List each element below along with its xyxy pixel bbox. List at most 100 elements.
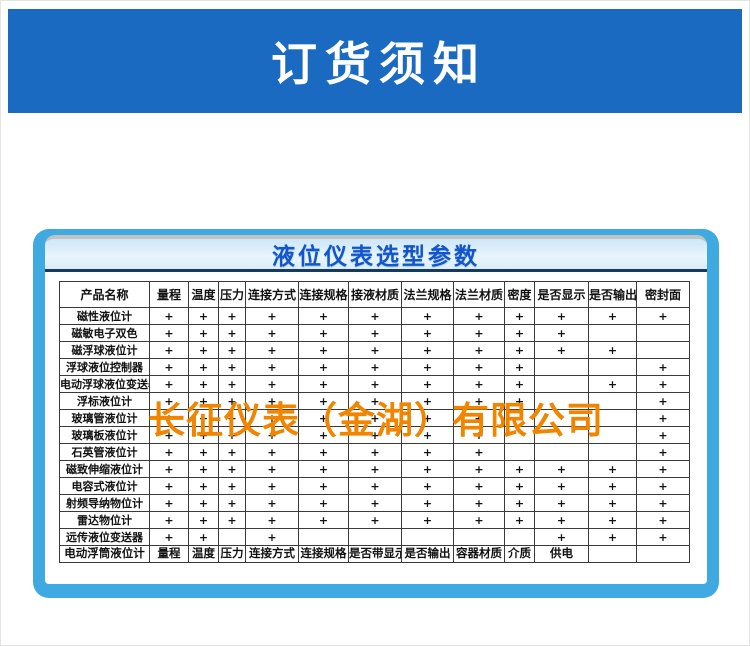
product-name-cell: 玻璃板液位计 bbox=[59, 426, 150, 444]
product-name-cell: 浮球液位控制器 bbox=[59, 358, 150, 376]
plus-cell: + bbox=[188, 392, 219, 410]
header-cell: 密封面 bbox=[636, 281, 690, 308]
table-row: 玻璃管液位计 + + + + + + + + + bbox=[59, 409, 690, 427]
plus-cell: + bbox=[636, 409, 690, 427]
plus-cell: + bbox=[401, 307, 454, 325]
header-cell: 是否显示 bbox=[534, 281, 589, 308]
plus-cell: + bbox=[636, 443, 690, 461]
plus-cell: + bbox=[149, 511, 189, 529]
plus-cell: + bbox=[245, 460, 299, 478]
plus-cell: + bbox=[504, 375, 535, 393]
empty-cell bbox=[534, 426, 589, 444]
plus-cell: + bbox=[298, 494, 349, 512]
plus-cell: + bbox=[504, 307, 535, 325]
label-cell: 容器材质 bbox=[453, 545, 505, 563]
plus-cell: + bbox=[348, 443, 402, 461]
plus-cell: + bbox=[149, 409, 189, 427]
plus-cell: + bbox=[534, 511, 589, 529]
panel-title: 液位仪表选型参数 bbox=[272, 244, 480, 270]
table-row: 浮标液位计 + + + + + + + + + + bbox=[59, 392, 690, 410]
plus-cell: + bbox=[453, 494, 505, 512]
plus-cell: + bbox=[636, 460, 690, 478]
plus-cell: + bbox=[588, 511, 637, 529]
plus-cell: + bbox=[348, 460, 402, 478]
plus-cell: + bbox=[348, 358, 402, 376]
plus-cell: + bbox=[453, 392, 505, 410]
plus-cell: + bbox=[218, 494, 246, 512]
plus-cell: + bbox=[504, 324, 535, 342]
empty-cell bbox=[588, 324, 637, 342]
plus-cell: + bbox=[401, 460, 454, 478]
panel-titlebar: 液位仪表选型参数 bbox=[45, 239, 707, 272]
special-table-row: 电动浮筒液位计 量程 温度 压力 连接方式 连接规格 是否带显示 是否输出 容器材质 介质 供电 bbox=[59, 545, 690, 563]
plus-cell: + bbox=[188, 341, 219, 359]
plus-cell: + bbox=[504, 358, 535, 376]
plus-cell: + bbox=[504, 341, 535, 359]
plus-cell: + bbox=[534, 460, 589, 478]
plus-cell: + bbox=[298, 341, 349, 359]
empty-cell bbox=[588, 443, 637, 461]
plus-cell: + bbox=[149, 460, 189, 478]
plus-cell: + bbox=[298, 477, 349, 495]
plus-cell: + bbox=[401, 494, 454, 512]
plus-cell: + bbox=[218, 426, 246, 444]
header-product-name: 产品名称 bbox=[59, 281, 150, 308]
empty-cell bbox=[298, 528, 349, 546]
plus-cell: + bbox=[298, 375, 349, 393]
plus-cell: + bbox=[298, 443, 349, 461]
plus-cell: + bbox=[188, 358, 219, 376]
plus-cell: + bbox=[588, 528, 637, 546]
header-cell: 法兰规格 bbox=[401, 281, 454, 308]
plus-cell: + bbox=[401, 426, 454, 444]
header-cell: 连接规格 bbox=[298, 281, 349, 308]
plus-cell: + bbox=[188, 426, 219, 444]
plus-cell: + bbox=[348, 307, 402, 325]
empty-cell bbox=[588, 392, 637, 410]
plus-cell: + bbox=[298, 358, 349, 376]
table-row: 电容式液位计 + + + + + + + + + + + + bbox=[59, 477, 690, 495]
empty-cell bbox=[348, 528, 402, 546]
plus-cell: + bbox=[348, 341, 402, 359]
empty-cell bbox=[504, 409, 535, 427]
empty-cell bbox=[534, 358, 589, 376]
plus-cell: + bbox=[188, 375, 219, 393]
plus-cell: + bbox=[401, 324, 454, 342]
table-row: 雷达物位计 + + + + + + + + + + + + bbox=[59, 511, 690, 529]
plus-cell: + bbox=[218, 511, 246, 529]
empty-cell bbox=[534, 443, 589, 461]
plus-cell: + bbox=[636, 307, 690, 325]
plus-cell: + bbox=[149, 528, 189, 546]
product-name-cell: 电容式液位计 bbox=[59, 477, 150, 495]
table-body: 磁性液位计 + + + + + + + + + + + + 磁敏电子双色 + + + + + + + + + + 磁浮球液位计 +… bbox=[59, 307, 690, 563]
order-notice-banner: 订货须知 bbox=[8, 9, 742, 113]
product-name-cell: 玻璃管液位计 bbox=[59, 409, 150, 427]
plus-cell: + bbox=[453, 477, 505, 495]
label-cell: 供电 bbox=[534, 545, 589, 563]
table-row: 磁性液位计 + + + + + + + + + + + + bbox=[59, 307, 690, 325]
plus-cell: + bbox=[218, 324, 246, 342]
plus-cell: + bbox=[453, 443, 505, 461]
table-row: 射频导纳物位计 + + + + + + + + + + + + bbox=[59, 494, 690, 512]
plus-cell: + bbox=[245, 392, 299, 410]
plus-cell: + bbox=[218, 341, 246, 359]
plus-cell: + bbox=[348, 494, 402, 512]
table-row: 玻璃板液位计 + + + + + + + + + bbox=[59, 426, 690, 444]
empty-cell bbox=[636, 324, 690, 342]
banner-title: 订货须知 bbox=[271, 37, 487, 91]
plus-cell: + bbox=[218, 443, 246, 461]
empty-cell bbox=[534, 409, 589, 427]
plus-cell: + bbox=[149, 494, 189, 512]
label-cell: 连接方式 bbox=[245, 545, 299, 563]
plus-cell: + bbox=[348, 511, 402, 529]
plus-cell: + bbox=[401, 358, 454, 376]
plus-cell: + bbox=[188, 409, 219, 427]
plus-cell: + bbox=[504, 392, 535, 410]
empty-cell bbox=[588, 545, 637, 563]
label-cell: 是否带显示 bbox=[348, 545, 402, 563]
empty-cell bbox=[588, 409, 637, 427]
table-row: 磁敏电子双色 + + + + + + + + + + bbox=[59, 324, 690, 342]
plus-cell: + bbox=[453, 341, 505, 359]
plus-cell: + bbox=[218, 392, 246, 410]
product-name-cell: 远传液位变送器 bbox=[59, 528, 150, 546]
panel-inner: 液位仪表选型参数 产品名称 量程 温度 压力 连接方式 连接规格 接液材质 法兰规格 法兰材质密… bbox=[45, 235, 707, 584]
